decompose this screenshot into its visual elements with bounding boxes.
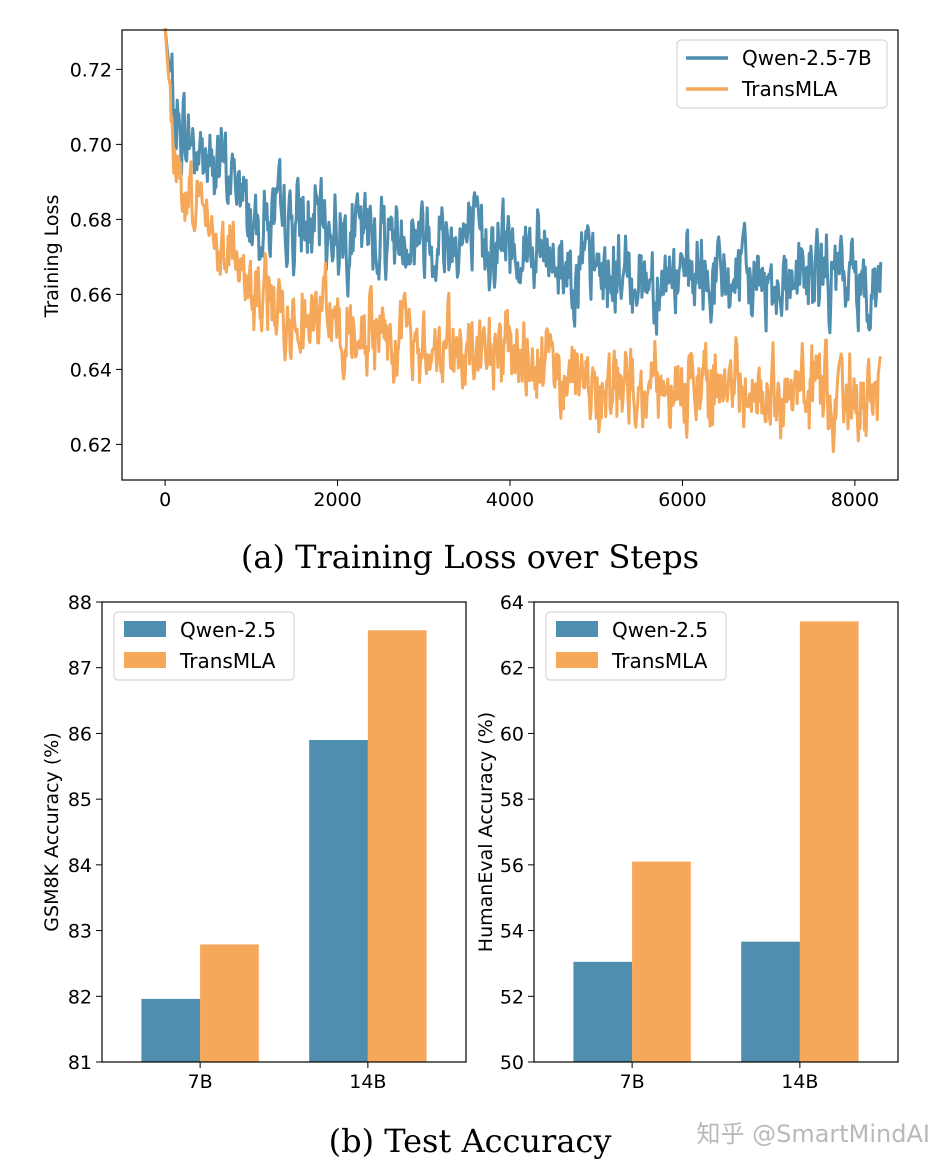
caption-b: (b) Test Accuracy	[329, 1122, 612, 1160]
gsm8k-bar-7b-transmla	[200, 944, 259, 1062]
humaneval-x-tick-label: 14B	[781, 1071, 818, 1093]
humaneval-y-tick-label: 64	[500, 592, 524, 614]
loss-y-tick-label: 0.72	[70, 59, 112, 81]
loss-legend-box	[676, 39, 888, 109]
loss-y-tick-label: 0.66	[70, 284, 112, 306]
humaneval-bar-7b-qwen	[573, 961, 633, 1062]
humaneval-bars	[573, 621, 859, 1062]
humaneval-y-tick-label: 52	[500, 986, 524, 1008]
gsm8k-x-tick-label: 7B	[188, 1071, 213, 1093]
loss-y-tick-label: 0.68	[70, 209, 112, 231]
humaneval-bar-14b-qwen	[741, 941, 800, 1062]
loss-y-tick-label: 0.62	[70, 434, 112, 456]
humaneval-y-tick-label: 62	[500, 658, 524, 680]
gsm8k-y-tick-label: 87	[68, 658, 92, 680]
gsm8k-y-tick-label: 85	[68, 789, 92, 811]
humaneval-legend-label-qwen: Qwen-2.5	[612, 618, 708, 642]
humaneval-y-axis-label: HumanEval Accuracy (%)	[475, 712, 497, 952]
loss-x-tick-label: 8000	[831, 489, 879, 511]
humaneval-plot-frame	[533, 601, 899, 1063]
gsm8k-y-tick-label: 82	[68, 986, 92, 1008]
gsm8k-plot-frame	[101, 601, 467, 1063]
gsm8k-legend-label-transmla: TransMLA	[179, 649, 276, 673]
gsm8k-chart: GSM8K Accuracy (%) 81 82 83 84 85 86 87 88 7B 14B…	[41, 592, 467, 1093]
loss-plot-frame	[121, 29, 899, 481]
gsm8k-legend: Qwen-2.5 TransMLA	[113, 611, 295, 681]
humaneval-y-tick-label: 60	[500, 723, 524, 745]
humaneval-ticks: 50 52 54 56 58 60 62 64 7B 14B	[500, 592, 819, 1093]
humaneval-y-tick-label: 56	[500, 855, 524, 877]
gsm8k-legend-swatch-qwen	[124, 621, 166, 637]
gsm8k-legend-swatch-transmla	[124, 652, 166, 668]
loss-ticks: 0 2000 4000 6000 8000 0.62 0.64 0.66 0.68 0.70 0.7…	[70, 59, 879, 511]
humaneval-y-tick-label: 58	[500, 789, 524, 811]
humaneval-y-tick-label: 54	[500, 921, 524, 943]
loss-line-transmla	[163, 27, 883, 454]
gsm8k-bar-14b-qwen	[309, 740, 368, 1062]
loss-x-tick-label: 2000	[313, 489, 361, 511]
humaneval-chart: HumanEval Accuracy (%) 50 52 54 56 58 60 62 64 7…	[475, 592, 899, 1093]
gsm8k-bar-7b-qwen	[141, 998, 201, 1062]
loss-x-tick-label: 4000	[486, 489, 534, 511]
humaneval-legend-swatch-transmla	[556, 652, 598, 668]
humaneval-x-tick-label: 7B	[620, 1071, 645, 1093]
loss-legend-label-qwen: Qwen-2.5-7B	[742, 46, 872, 70]
humaneval-y-tick-label: 50	[500, 1052, 524, 1074]
gsm8k-y-tick-label: 86	[68, 723, 92, 745]
loss-legend-label-transmla: TransMLA	[741, 77, 838, 101]
gsm8k-ticks: 81 82 83 84 85 86 87 88 7B 14B	[68, 592, 387, 1093]
loss-y-axis-label: Training Loss	[41, 195, 63, 319]
loss-chart: Training Loss 0 2000 4000 6000 80000.620.640…	[41, 27, 899, 511]
loss-legend: Qwen-2.5-7B TransMLA	[676, 39, 888, 109]
gsm8k-y-tick-label: 88	[68, 592, 92, 614]
humaneval-legend-swatch-qwen	[556, 621, 598, 637]
humaneval-bar-7b-transmla	[632, 861, 691, 1062]
gsm8k-y-axis-label: GSM8K Accuracy (%)	[41, 732, 63, 931]
watermark: 知乎 @SmartMindAI	[696, 1120, 930, 1148]
gsm8k-y-tick-label: 84	[68, 855, 92, 877]
gsm8k-y-tick-label: 83	[68, 921, 92, 943]
loss-x-tick-label: 0	[159, 489, 171, 511]
gsm8k-bar-14b-transmla	[367, 630, 427, 1062]
gsm8k-x-tick-label: 14B	[349, 1071, 386, 1093]
humaneval-legend: Qwen-2.5 TransMLA	[545, 611, 727, 681]
caption-a: (a) Training Loss over Steps	[241, 538, 699, 576]
humaneval-bar-14b-transmla	[799, 621, 859, 1062]
loss-series	[163, 27, 883, 454]
gsm8k-bars	[141, 630, 427, 1062]
loss-y-tick-label: 0.70	[70, 134, 112, 156]
loss-x-tick-label: 6000	[658, 489, 706, 511]
gsm8k-y-tick-label: 81	[68, 1052, 92, 1074]
humaneval-legend-label-transmla: TransMLA	[611, 649, 708, 673]
gsm8k-legend-label-qwen: Qwen-2.5	[180, 618, 276, 642]
loss-y-tick-label: 0.64	[70, 359, 112, 381]
loss-line-qwen	[163, 27, 883, 336]
